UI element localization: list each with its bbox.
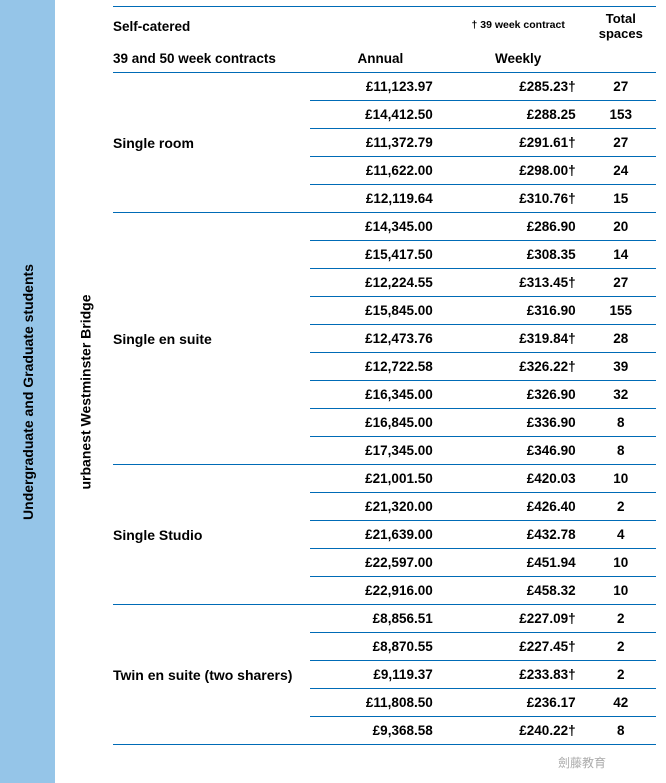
weekly-price: £236.17 bbox=[451, 689, 586, 717]
annual-price: £14,412.50 bbox=[310, 101, 451, 129]
weekly-price: £346.90 bbox=[451, 437, 586, 465]
annual-price: £16,345.00 bbox=[310, 381, 451, 409]
header-weekly-note: † 39 week contract bbox=[451, 20, 586, 32]
spaces-count: 8 bbox=[586, 409, 656, 437]
room-type: Single en suite bbox=[113, 213, 310, 465]
residence-label: urbanest Westminster Bridge bbox=[77, 294, 93, 489]
spaces-count: 15 bbox=[586, 185, 656, 213]
annual-price: £12,119.64 bbox=[310, 185, 451, 213]
room-type: Single Studio bbox=[113, 465, 310, 605]
spaces-count: 27 bbox=[586, 73, 656, 101]
spaces-count: 39 bbox=[586, 353, 656, 381]
spaces-count: 8 bbox=[586, 437, 656, 465]
spaces-count: 42 bbox=[586, 689, 656, 717]
pricing-table: Self-catered † 39 week contract Total sp… bbox=[113, 6, 656, 744]
weekly-price: £310.76† bbox=[451, 185, 586, 213]
spaces-count: 10 bbox=[586, 577, 656, 605]
students-label: Undergraduate and Graduate students bbox=[20, 264, 36, 520]
annual-price: £21,639.00 bbox=[310, 521, 451, 549]
weekly-price: £227.45† bbox=[451, 633, 586, 661]
weekly-price: £432.78 bbox=[451, 521, 586, 549]
annual-price: £17,345.00 bbox=[310, 437, 451, 465]
weekly-price: £308.35 bbox=[451, 241, 586, 269]
weekly-price: £233.83† bbox=[451, 661, 586, 689]
table-row: Twin en suite (two sharers)£8,856.51£227… bbox=[113, 605, 656, 633]
annual-price: £9,368.58 bbox=[310, 717, 451, 745]
spaces-count: 10 bbox=[586, 465, 656, 493]
annual-price: £16,845.00 bbox=[310, 409, 451, 437]
spaces-count: 27 bbox=[586, 129, 656, 157]
weekly-price: £227.09† bbox=[451, 605, 586, 633]
annual-price: £11,123.97 bbox=[310, 73, 451, 101]
header-selfcatered: Self-catered bbox=[113, 7, 310, 48]
spaces-count: 28 bbox=[586, 325, 656, 353]
weekly-price: £240.22† bbox=[451, 717, 586, 745]
annual-price: £12,722.58 bbox=[310, 353, 451, 381]
pricing-content: Self-catered † 39 week contract Total sp… bbox=[109, 0, 666, 783]
annual-price: £22,916.00 bbox=[310, 577, 451, 605]
spaces-count: 20 bbox=[586, 213, 656, 241]
annual-price: £11,372.79 bbox=[310, 129, 451, 157]
weekly-price: £316.90 bbox=[451, 297, 586, 325]
spaces-count: 8 bbox=[586, 717, 656, 745]
annual-price: £21,320.00 bbox=[310, 493, 451, 521]
weekly-price: £458.32 bbox=[451, 577, 586, 605]
weekly-price: £288.25 bbox=[451, 101, 586, 129]
weekly-price: £298.00† bbox=[451, 157, 586, 185]
room-type: Single room bbox=[113, 73, 310, 213]
annual-price: £22,597.00 bbox=[310, 549, 451, 577]
weekly-price: £326.22† bbox=[451, 353, 586, 381]
weekly-price: £319.84† bbox=[451, 325, 586, 353]
table-row: Single room£11,123.97£285.23†27 bbox=[113, 73, 656, 101]
room-type: Twin en suite (two sharers) bbox=[113, 605, 310, 745]
residence-sidebar: urbanest Westminster Bridge bbox=[61, 0, 109, 783]
spaces-count: 10 bbox=[586, 549, 656, 577]
spaces-count: 2 bbox=[586, 605, 656, 633]
weekly-price: £326.90 bbox=[451, 381, 586, 409]
spaces-count: 14 bbox=[586, 241, 656, 269]
table-footer-rule bbox=[113, 744, 656, 745]
spaces-count: 27 bbox=[586, 269, 656, 297]
spaces-count: 2 bbox=[586, 661, 656, 689]
spaces-count: 32 bbox=[586, 381, 656, 409]
weekly-price: £285.23† bbox=[451, 73, 586, 101]
annual-price: £8,856.51 bbox=[310, 605, 451, 633]
spaces-count: 155 bbox=[586, 297, 656, 325]
spaces-count: 2 bbox=[586, 493, 656, 521]
weekly-price: £286.90 bbox=[451, 213, 586, 241]
students-sidebar: Undergraduate and Graduate students bbox=[0, 0, 55, 783]
header-annual: Annual bbox=[310, 47, 451, 73]
annual-price: £11,808.50 bbox=[310, 689, 451, 717]
annual-price: £12,224.55 bbox=[310, 269, 451, 297]
spaces-count: 4 bbox=[586, 521, 656, 549]
watermark: 劍藤教育 bbox=[558, 754, 606, 771]
annual-price: £9,119.37 bbox=[310, 661, 451, 689]
header-spaces: Total spaces bbox=[599, 11, 643, 41]
annual-price: £8,870.55 bbox=[310, 633, 451, 661]
header-contracts: 39 and 50 week contracts bbox=[113, 47, 310, 73]
weekly-price: £451.94 bbox=[451, 549, 586, 577]
weekly-price: £426.40 bbox=[451, 493, 586, 521]
weekly-price: £291.61† bbox=[451, 129, 586, 157]
annual-price: £12,473.76 bbox=[310, 325, 451, 353]
table-row: Single en suite£14,345.00£286.9020 bbox=[113, 213, 656, 241]
header-weekly: Weekly bbox=[451, 47, 586, 73]
table-row: Single Studio£21,001.50£420.0310 bbox=[113, 465, 656, 493]
annual-price: £21,001.50 bbox=[310, 465, 451, 493]
annual-price: £15,845.00 bbox=[310, 297, 451, 325]
weekly-price: £336.90 bbox=[451, 409, 586, 437]
spaces-count: 24 bbox=[586, 157, 656, 185]
weekly-price: £313.45† bbox=[451, 269, 586, 297]
annual-price: £14,345.00 bbox=[310, 213, 451, 241]
spaces-count: 153 bbox=[586, 101, 656, 129]
weekly-price: £420.03 bbox=[451, 465, 586, 493]
annual-price: £15,417.50 bbox=[310, 241, 451, 269]
annual-price: £11,622.00 bbox=[310, 157, 451, 185]
spaces-count: 2 bbox=[586, 633, 656, 661]
